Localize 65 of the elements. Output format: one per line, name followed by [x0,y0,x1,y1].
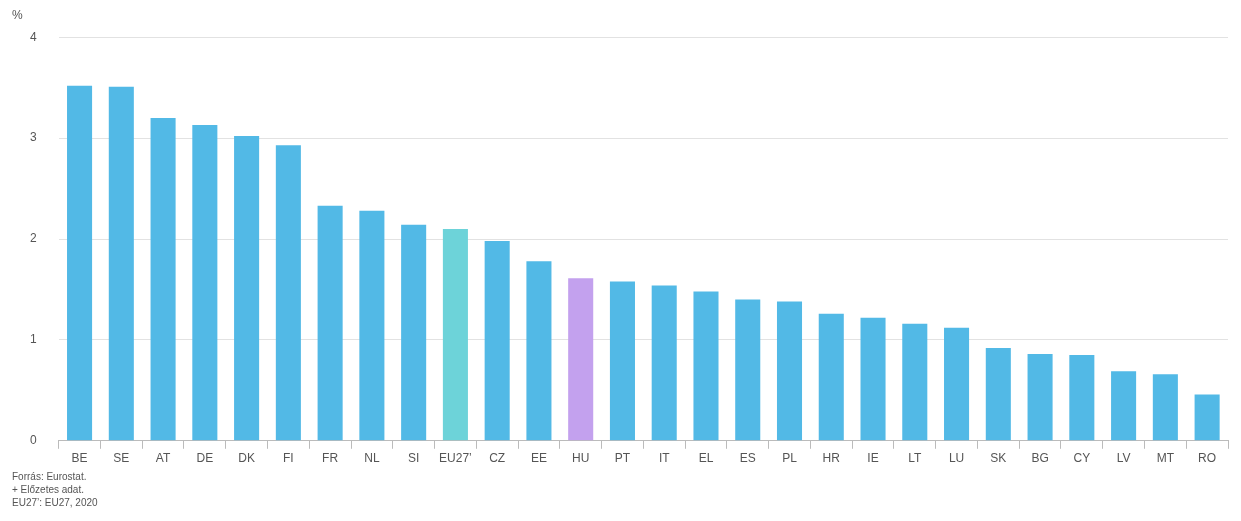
x-tick-label: CY [1073,451,1091,466]
y-tick-label: 0 [29,433,37,448]
bar [902,323,928,441]
bar [568,278,594,441]
x-tick-label: FI [283,451,294,466]
bar [735,299,761,441]
bar [359,210,385,441]
x-tick-label: EE [530,451,547,466]
bar [108,86,134,441]
bar [442,228,468,441]
x-tick-label: CZ [489,451,506,466]
bar [1069,355,1095,441]
bar [275,145,301,441]
x-tick-label: BG [1031,451,1049,466]
x-tick-label: HU [572,451,590,466]
x-tick-label: PL [782,451,798,466]
x-tick-label: ES [739,451,756,466]
bar [1111,371,1137,441]
bar [1152,374,1178,441]
x-tick-label: NL [364,451,380,466]
x-tick-label: EU27’ [439,451,472,466]
y-tick-label: 2 [29,231,37,246]
x-tick-label: SK [990,451,1007,466]
bar [150,117,176,441]
bar [985,347,1011,441]
bar [693,291,719,441]
x-tick-label: HR [822,451,841,466]
x-tick-label: LV [1116,451,1131,466]
bar [317,205,343,441]
bar [67,85,93,441]
x-tick-label: SI [407,451,420,466]
bar [944,327,970,441]
x-tick-label: IE [867,451,879,466]
x-tick-label: LU [948,451,965,466]
text: EU27’: EU27, 2020 [12,496,99,509]
bar [1027,354,1053,441]
bar [1194,394,1220,441]
x-tick-label: BE [71,451,88,466]
x-tick-label: MT [1156,451,1175,466]
x-tick-label: AT [155,451,171,466]
text: + Előzetes adat. [12,483,85,496]
y-tick-label: 1 [29,332,37,347]
bar [860,317,886,441]
x-tick-label: DK [238,451,255,466]
y-tick-label: 3 [29,130,37,145]
text: Forrás: Eurostat. [12,470,88,483]
x-tick-label: LT [908,451,923,466]
bar [526,261,552,441]
x-tick-label: PT [614,451,631,466]
bar [192,124,218,441]
x-tick-label: RO [1198,451,1217,466]
y-tick-label: 4 [29,29,37,44]
x-tick-label: SE [113,451,130,466]
x-tick-label: EL [698,451,714,466]
x-tick-label: DE [196,451,214,466]
y-axis-title: % [12,8,23,23]
bar [401,224,427,441]
bar [818,313,844,441]
bar [609,281,635,441]
x-tick-label: IT [658,451,671,466]
bar [651,285,677,441]
x-tick-label: FR [322,451,339,466]
bar [234,136,260,441]
bar [484,241,510,441]
bar [776,301,803,441]
